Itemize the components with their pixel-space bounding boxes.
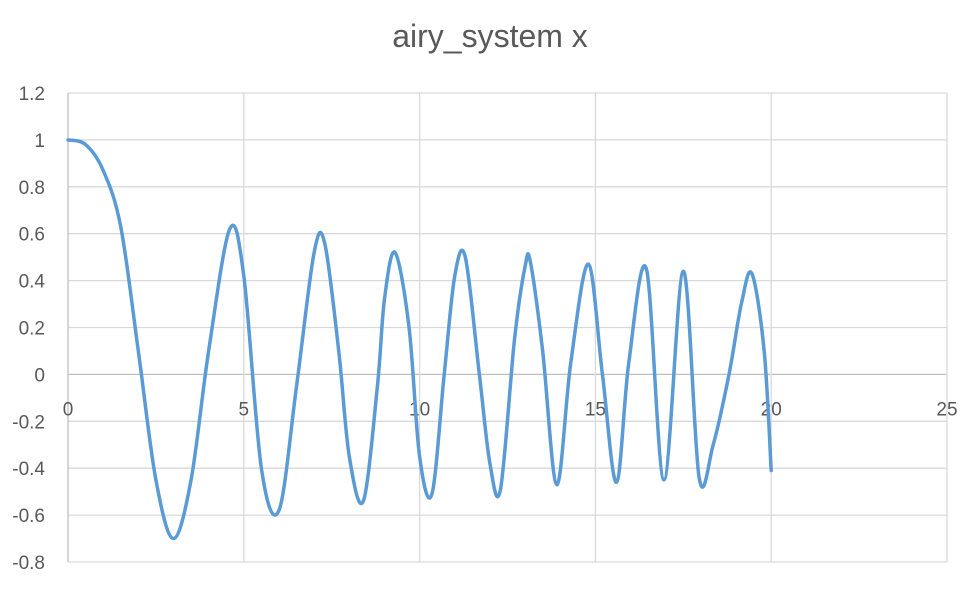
x-tick-label: 15 (585, 399, 606, 420)
x-tick-label: 0 (63, 399, 74, 420)
y-tick-label: -0.6 (12, 506, 45, 527)
chart-title: airy_system x (392, 18, 588, 54)
y-tick-label: 0.4 (19, 272, 46, 293)
y-tick-label: -0.8 (12, 553, 45, 574)
y-tick-label: 0 (34, 365, 45, 386)
vertical-gridlines (67, 93, 948, 562)
horizontal-gridlines (68, 92, 947, 563)
series-layer (66, 138, 773, 541)
y-tick-label: 1 (34, 131, 45, 152)
x-tick-label: 10 (409, 399, 430, 420)
y-tick-label: -0.4 (12, 459, 45, 480)
x-tick-label: 5 (239, 399, 250, 420)
x-tick-label: 25 (936, 399, 957, 420)
series-line (66, 138, 773, 541)
y-tick-label: 0.6 (19, 225, 45, 246)
y-tick-label: -0.2 (12, 412, 45, 433)
y-tick-labels: 1.2 1 0.8 0.6 0.4 0.2 0 -0.2 -0.4 -0.6 -0.8 (12, 84, 45, 574)
y-tick-label: 1.2 (19, 84, 45, 105)
x-tick-label: 20 (761, 399, 782, 420)
y-tick-label: 0.2 (19, 319, 45, 340)
y-tick-label: 0.8 (19, 178, 45, 199)
